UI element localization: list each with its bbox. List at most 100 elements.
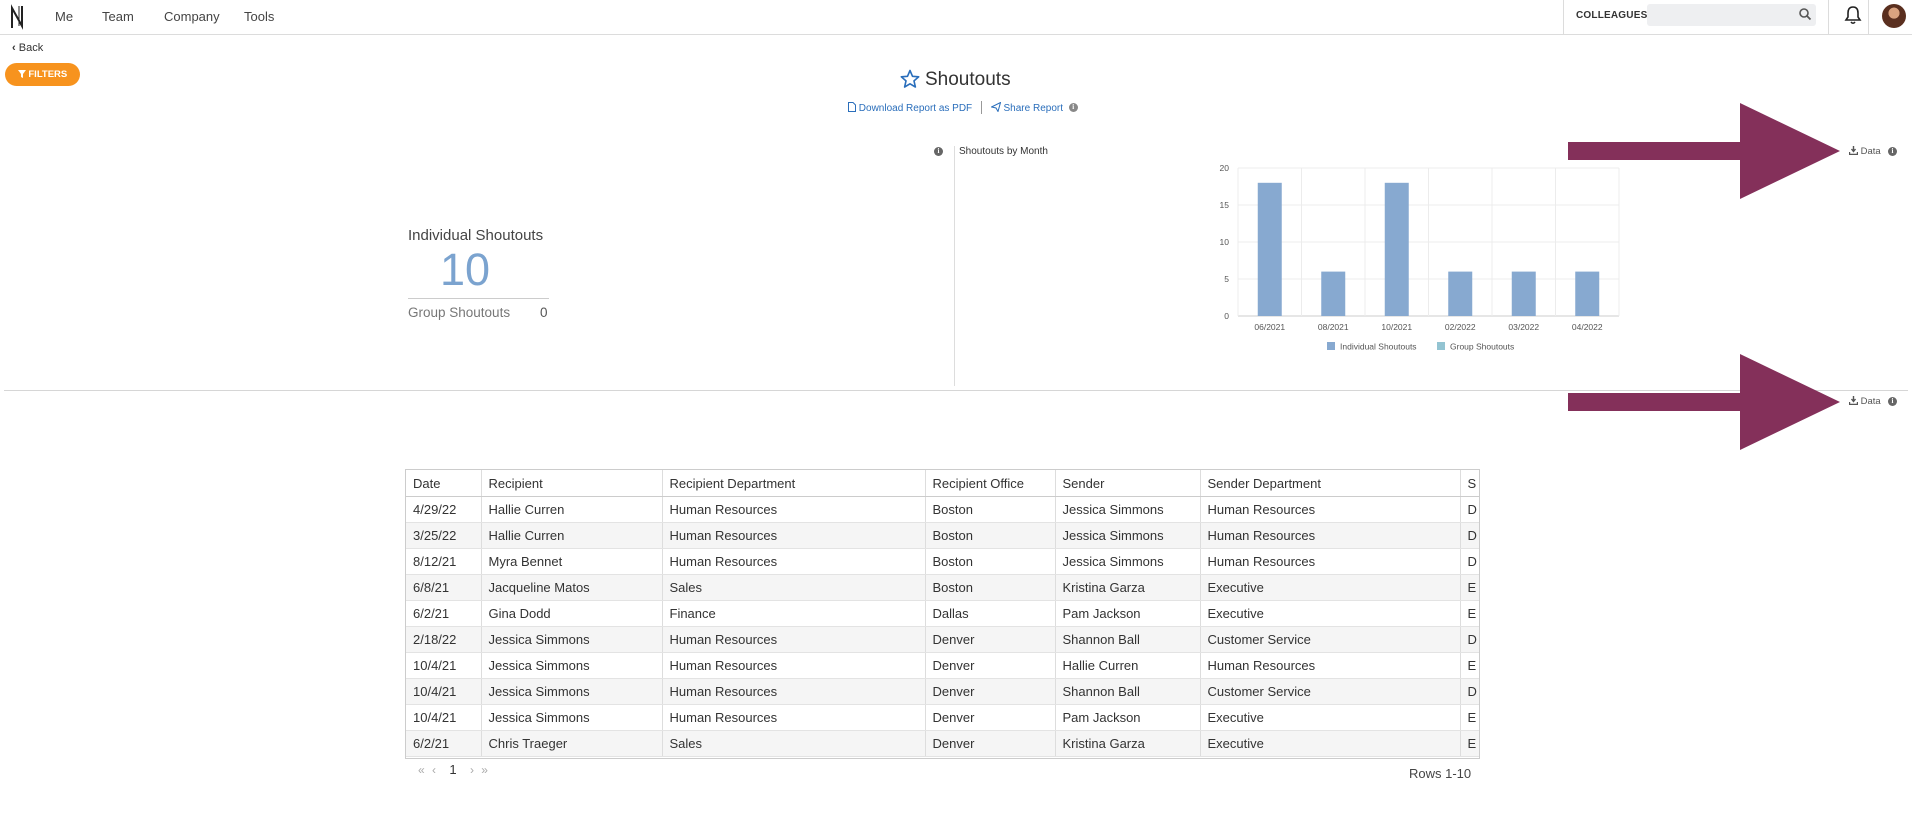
- cell-sender-department: Executive: [1200, 600, 1461, 627]
- cell-recipient-department: Human Resources: [662, 652, 926, 679]
- table-row[interactable]: 6/8/21 Jacqueline Matos Sales Boston Kristin…: [406, 574, 1479, 601]
- cell-recipient-office: Boston: [925, 496, 1056, 523]
- table-header-row: Date Recipient Recipient Department Reci…: [406, 470, 1479, 497]
- search-input[interactable]: [1647, 4, 1816, 26]
- cell-recipient-department: Human Resources: [662, 548, 926, 575]
- cell-recipient-office: Denver: [925, 704, 1056, 731]
- individual-shoutouts-value: 10: [440, 244, 491, 295]
- favorite-star-icon[interactable]: [900, 69, 920, 89]
- filters-button[interactable]: FILTERS: [5, 63, 80, 86]
- data-download-link[interactable]: Data: [1848, 396, 1881, 407]
- download-pdf-link[interactable]: Download Report as PDF: [848, 101, 975, 114]
- info-icon[interactable]: i: [934, 147, 943, 156]
- table-row[interactable]: 10/4/21 Jessica Simmons Human Resources Den…: [406, 678, 1479, 705]
- table-row[interactable]: 2/18/22 Jessica Simmons Human Resources Den…: [406, 626, 1479, 653]
- back-link[interactable]: ‹ Back: [12, 42, 43, 54]
- cell-sender: Jessica Simmons: [1055, 522, 1201, 549]
- cell-recipient-department: Human Resources: [662, 496, 926, 523]
- group-shoutouts-value: 0: [540, 305, 548, 320]
- cell-recipient-department: Sales: [662, 574, 926, 601]
- table-row[interactable]: 10/4/21 Jessica Simmons Human Resources Den…: [406, 704, 1479, 731]
- column-header-truncated[interactable]: S: [1460, 470, 1479, 497]
- column-header-recipient-office[interactable]: Recipient Office: [925, 470, 1056, 497]
- cell-truncated: E: [1460, 600, 1479, 627]
- cell-recipient-department: Human Resources: [662, 522, 926, 549]
- cell-recipient: Myra Bennet: [481, 548, 663, 575]
- download-icon: [1848, 396, 1859, 406]
- data-label: Data: [1860, 146, 1881, 157]
- report-actions: Download Report as PDF Share Report i: [848, 101, 1078, 114]
- user-avatar[interactable]: [1882, 4, 1906, 28]
- cell-recipient: Jessica Simmons: [481, 652, 663, 679]
- prev-page-button[interactable]: ‹: [432, 763, 437, 777]
- nav-item-company[interactable]: Company: [164, 9, 220, 24]
- nav-item-me[interactable]: Me: [55, 9, 74, 24]
- cell-sender: Shannon Ball: [1055, 678, 1201, 705]
- cell-truncated: E: [1460, 730, 1479, 757]
- nav-divider: [1868, 0, 1869, 34]
- cell-date: 6/2/21: [406, 730, 482, 757]
- app-logo[interactable]: [8, 3, 28, 31]
- colleagues-dropdown[interactable]: COLLEAGUES ▾: [1576, 10, 1654, 21]
- column-header-recipient[interactable]: Recipient: [481, 470, 663, 497]
- nav-divider: [1563, 0, 1564, 34]
- table-row[interactable]: 4/29/22 Hallie Curren Human Resources Bosto…: [406, 496, 1479, 523]
- table-row[interactable]: 6/2/21 Chris Traeger Sales Denver Kristina G…: [406, 730, 1479, 757]
- rows-info: Rows 1-10: [1409, 766, 1472, 781]
- column-header-sender-department[interactable]: Sender Department: [1200, 470, 1461, 497]
- current-page[interactable]: 1: [449, 762, 457, 777]
- column-header-date[interactable]: Date: [406, 470, 482, 497]
- next-page-button[interactable]: ›: [469, 763, 474, 777]
- cell-sender-department: Human Resources: [1200, 522, 1461, 549]
- info-icon[interactable]: i: [1888, 397, 1897, 406]
- nav-item-tools[interactable]: Tools: [244, 9, 275, 24]
- cell-truncated: D: [1460, 522, 1479, 549]
- table-row[interactable]: 3/25/22 Hallie Curren Human Resources Bosto…: [406, 522, 1479, 549]
- last-page-button[interactable]: »: [481, 763, 488, 777]
- cell-recipient: Hallie Curren: [481, 522, 663, 549]
- cell-sender-department: Executive: [1200, 704, 1461, 731]
- info-icon[interactable]: i: [1068, 103, 1078, 112]
- table-row[interactable]: 8/12/21 Myra Bennet Human Resources Boston J…: [406, 548, 1479, 575]
- cell-date: 6/2/21: [406, 600, 482, 627]
- section-divider: [4, 390, 1908, 391]
- cell-sender-department: Human Resources: [1200, 496, 1461, 523]
- cell-sender-department: Human Resources: [1200, 548, 1461, 575]
- column-header-sender[interactable]: Sender: [1055, 470, 1201, 497]
- bar: [1257, 182, 1282, 316]
- cell-truncated: D: [1460, 548, 1479, 575]
- nav-item-team[interactable]: Team: [102, 9, 134, 24]
- cell-sender: Jessica Simmons: [1055, 496, 1201, 523]
- shoutouts-table[interactable]: Date Recipient Recipient Department Reci…: [405, 469, 1480, 759]
- cell-recipient-department: Finance: [662, 600, 926, 627]
- info-icon[interactable]: i: [1888, 147, 1897, 156]
- nav-divider: [1828, 0, 1829, 34]
- arrow-annotation: [1568, 103, 1840, 199]
- cell-recipient-department: Human Resources: [662, 678, 926, 705]
- column-header-recipient-department[interactable]: Recipient Department: [662, 470, 926, 497]
- legend-swatch: [1437, 342, 1445, 350]
- first-page-button[interactable]: «: [418, 763, 425, 777]
- y-tick-label: 20: [1220, 163, 1230, 173]
- link-divider: [980, 101, 982, 114]
- table-row[interactable]: 6/2/21 Gina Dodd Finance Dallas Pam Jackson E…: [406, 600, 1479, 627]
- x-tick-label: 10/2021: [1381, 322, 1412, 332]
- cell-recipient-department: Sales: [662, 730, 926, 757]
- table-row[interactable]: 10/4/21 Jessica Simmons Human Resources Den…: [406, 652, 1479, 679]
- share-report-link[interactable]: Share Report: [989, 101, 1066, 114]
- cell-truncated: D: [1460, 678, 1479, 705]
- cell-recipient-office: Denver: [925, 678, 1056, 705]
- cell-sender-department: Executive: [1200, 574, 1461, 601]
- cell-recipient-office: Denver: [925, 652, 1056, 679]
- data-download-link[interactable]: Data: [1848, 146, 1881, 157]
- y-tick-label: 5: [1224, 274, 1229, 284]
- cell-recipient-office: Denver: [925, 626, 1056, 653]
- cell-truncated: E: [1460, 574, 1479, 601]
- cell-sender: Hallie Curren: [1055, 652, 1201, 679]
- notifications-bell-icon[interactable]: [1844, 5, 1862, 25]
- file-pdf-icon: [848, 101, 856, 112]
- download-pdf-label: Download Report as PDF: [858, 102, 973, 114]
- search-icon[interactable]: [1798, 7, 1812, 21]
- y-tick-label: 0: [1224, 311, 1229, 321]
- cell-recipient-office: Boston: [925, 548, 1056, 575]
